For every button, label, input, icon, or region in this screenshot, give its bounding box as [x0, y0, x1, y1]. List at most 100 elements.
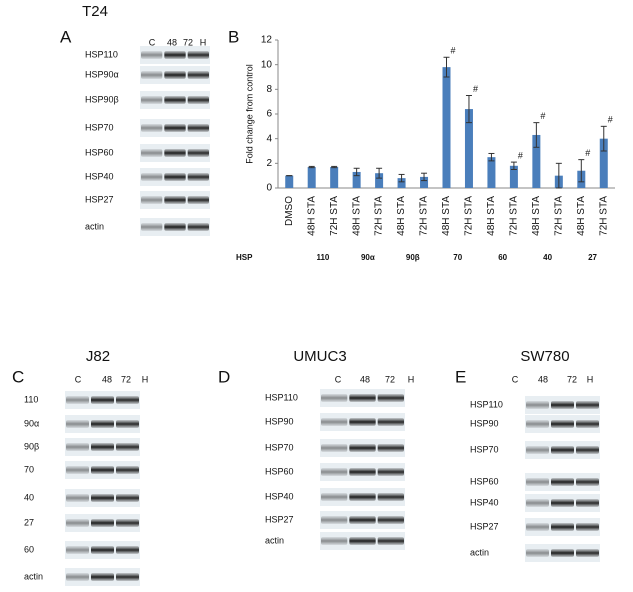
blot-band	[377, 537, 404, 545]
blot-band	[321, 418, 348, 426]
x-tick-label: DMSO	[284, 196, 295, 226]
row-label: 110	[24, 394, 38, 404]
blot-band	[141, 223, 163, 231]
y-tick-label: 6	[266, 109, 272, 120]
blot-band	[187, 223, 209, 231]
x-tick-label: 48H STA	[441, 196, 452, 236]
blot-band	[116, 396, 139, 404]
panel-letter: A	[60, 27, 72, 46]
blot-band	[349, 468, 376, 476]
lane-label: 72	[121, 374, 131, 384]
lane-label: H	[587, 374, 594, 384]
blot-band	[377, 444, 404, 452]
blot-band	[164, 51, 186, 59]
blot-band	[349, 394, 376, 402]
blot-band	[526, 401, 549, 409]
row-label: 90α	[24, 418, 39, 428]
lane-label: 72	[385, 374, 395, 384]
blot-band	[187, 124, 209, 132]
group-label: 90α	[361, 253, 375, 262]
lane-label: C	[75, 374, 82, 384]
blot-band	[66, 573, 89, 581]
blot-band	[116, 519, 139, 527]
blot-band	[164, 124, 186, 132]
panel-letter: D	[218, 367, 230, 386]
blot-band	[377, 394, 404, 402]
blot-band	[66, 443, 89, 451]
blot-band	[377, 493, 404, 501]
blot-band	[576, 523, 599, 531]
significance-marker: #	[473, 84, 478, 94]
blot-band	[164, 71, 186, 79]
row-label: HSP40	[265, 491, 294, 501]
row-label: HSP90	[265, 416, 294, 426]
bar	[464, 109, 473, 188]
y-tick-label: 10	[261, 59, 273, 70]
blot-band	[187, 51, 209, 59]
blot-band	[526, 478, 549, 486]
row-label: 90β	[24, 441, 39, 451]
lane-label: 72	[567, 374, 577, 384]
blot-band	[116, 494, 139, 502]
blot-band	[187, 149, 209, 157]
blot-band	[551, 420, 574, 428]
group-label: 90β	[406, 253, 420, 262]
row-label: 27	[24, 517, 34, 527]
row-label: actin	[85, 221, 104, 231]
blot-band	[526, 499, 549, 507]
x-tick-label: 72H STA	[598, 196, 609, 236]
blot-band	[141, 71, 163, 79]
blot-band	[377, 516, 404, 524]
blot-band	[141, 196, 163, 204]
bar	[330, 167, 339, 188]
blot-band	[526, 549, 549, 557]
blot-band	[551, 499, 574, 507]
row-label: HSP70	[470, 444, 499, 454]
blot-band	[141, 149, 163, 157]
x-tick-label: 48H STA	[531, 196, 542, 236]
blot-band	[349, 493, 376, 501]
lane-label: 48	[360, 374, 370, 384]
blot-band	[164, 96, 186, 104]
blot-band	[187, 96, 209, 104]
lane-label: 48	[538, 374, 548, 384]
bar	[599, 138, 608, 188]
bar	[375, 173, 384, 188]
blot-band	[526, 420, 549, 428]
significance-marker: #	[518, 150, 523, 160]
blot-band	[551, 446, 574, 454]
significance-marker: #	[540, 111, 545, 121]
bar	[509, 165, 518, 188]
blot-band	[91, 420, 114, 428]
blot-band	[66, 466, 89, 474]
group-label: 110	[316, 253, 329, 262]
blot-band	[91, 546, 114, 554]
x-tick-label: 48H STA	[576, 196, 587, 236]
x-tick-label: 72H STA	[419, 196, 430, 236]
group-axis-label: HSP	[236, 253, 253, 262]
bar	[420, 176, 429, 188]
panel-letter: E	[455, 367, 466, 386]
blot-band	[116, 420, 139, 428]
row-label: actin	[265, 535, 284, 545]
significance-marker: #	[585, 148, 590, 158]
blot-band	[321, 468, 348, 476]
row-label: 60	[24, 544, 34, 554]
blot-band	[551, 523, 574, 531]
blot-band	[551, 401, 574, 409]
x-tick-label: 72H STA	[509, 196, 520, 236]
blot-band	[526, 523, 549, 531]
row-label: HSP110	[470, 399, 503, 409]
blot-band	[91, 494, 114, 502]
blot-band	[321, 444, 348, 452]
blot-band	[526, 446, 549, 454]
bar	[352, 171, 361, 188]
blot-band	[321, 537, 348, 545]
row-label: HSP90α	[85, 69, 119, 79]
blot-band	[164, 196, 186, 204]
blot-band	[141, 124, 163, 132]
cell-line-title: UMUC3	[293, 348, 346, 365]
blot-band	[66, 494, 89, 502]
y-tick-label: 12	[261, 35, 273, 46]
